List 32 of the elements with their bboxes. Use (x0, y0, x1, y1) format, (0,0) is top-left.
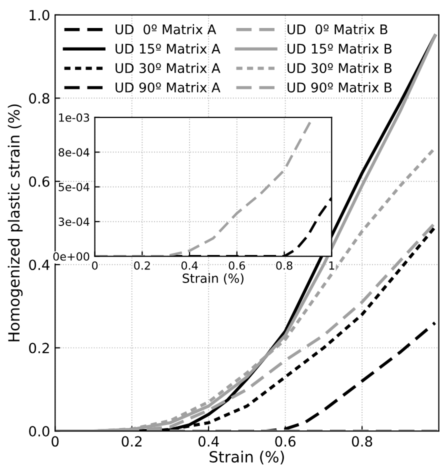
y-axis-title: Homogenized plastic strain (%) (8, 104, 23, 342)
y-tick-label: 0e+00 (53, 252, 90, 261)
y-tick-label: 0.8 (29, 93, 50, 104)
legend-label: UD 30º Matrix B (288, 62, 392, 74)
x-tick-label: 0.4 (198, 436, 219, 447)
x-tick-label: 0 (52, 436, 59, 447)
x-tick-label: 0 (92, 261, 98, 270)
x-tick-label: 0.4 (181, 261, 198, 270)
legend-label: UD 90º Matrix A (116, 82, 220, 92)
x-tick-label: 0.6 (228, 261, 246, 270)
y-tick-label: 8e-04 (58, 148, 90, 157)
x-tick-label: 0.8 (276, 261, 292, 270)
x-tick-label: 1 (329, 262, 334, 270)
legend-label: UD 90º Matrix B (288, 82, 392, 92)
x-axis-title: Strain (%) (182, 273, 244, 284)
y-tick-label: 1.0 (30, 10, 50, 20)
x-tick-label: 0.2 (134, 261, 150, 270)
y-tick-label: 3e-04 (58, 218, 90, 226)
legend-label: UD 15º Matrix B (288, 44, 392, 54)
legend-label: UD 0º Matrix A (116, 24, 216, 34)
y-tick-label: 0.2 (29, 342, 49, 354)
y-tick-label: 0.0 (29, 426, 50, 437)
y-tick-label: 0.6 (29, 176, 50, 187)
x-tick-label: 0.2 (122, 436, 142, 447)
y-tick-label: 1e-03 (59, 113, 90, 122)
legend-label: UD 30º Matrix A (116, 62, 220, 74)
legend-label: UD 15º Matrix A (116, 44, 220, 54)
x-axis-title: Strain (%) (210, 450, 284, 464)
y-tick-label: 5e-04 (58, 182, 90, 192)
x-tick-label: 0.6 (275, 436, 296, 447)
legend-label: UD 0º Matrix B (288, 24, 388, 34)
x-tick-label: 0.8 (352, 436, 372, 447)
